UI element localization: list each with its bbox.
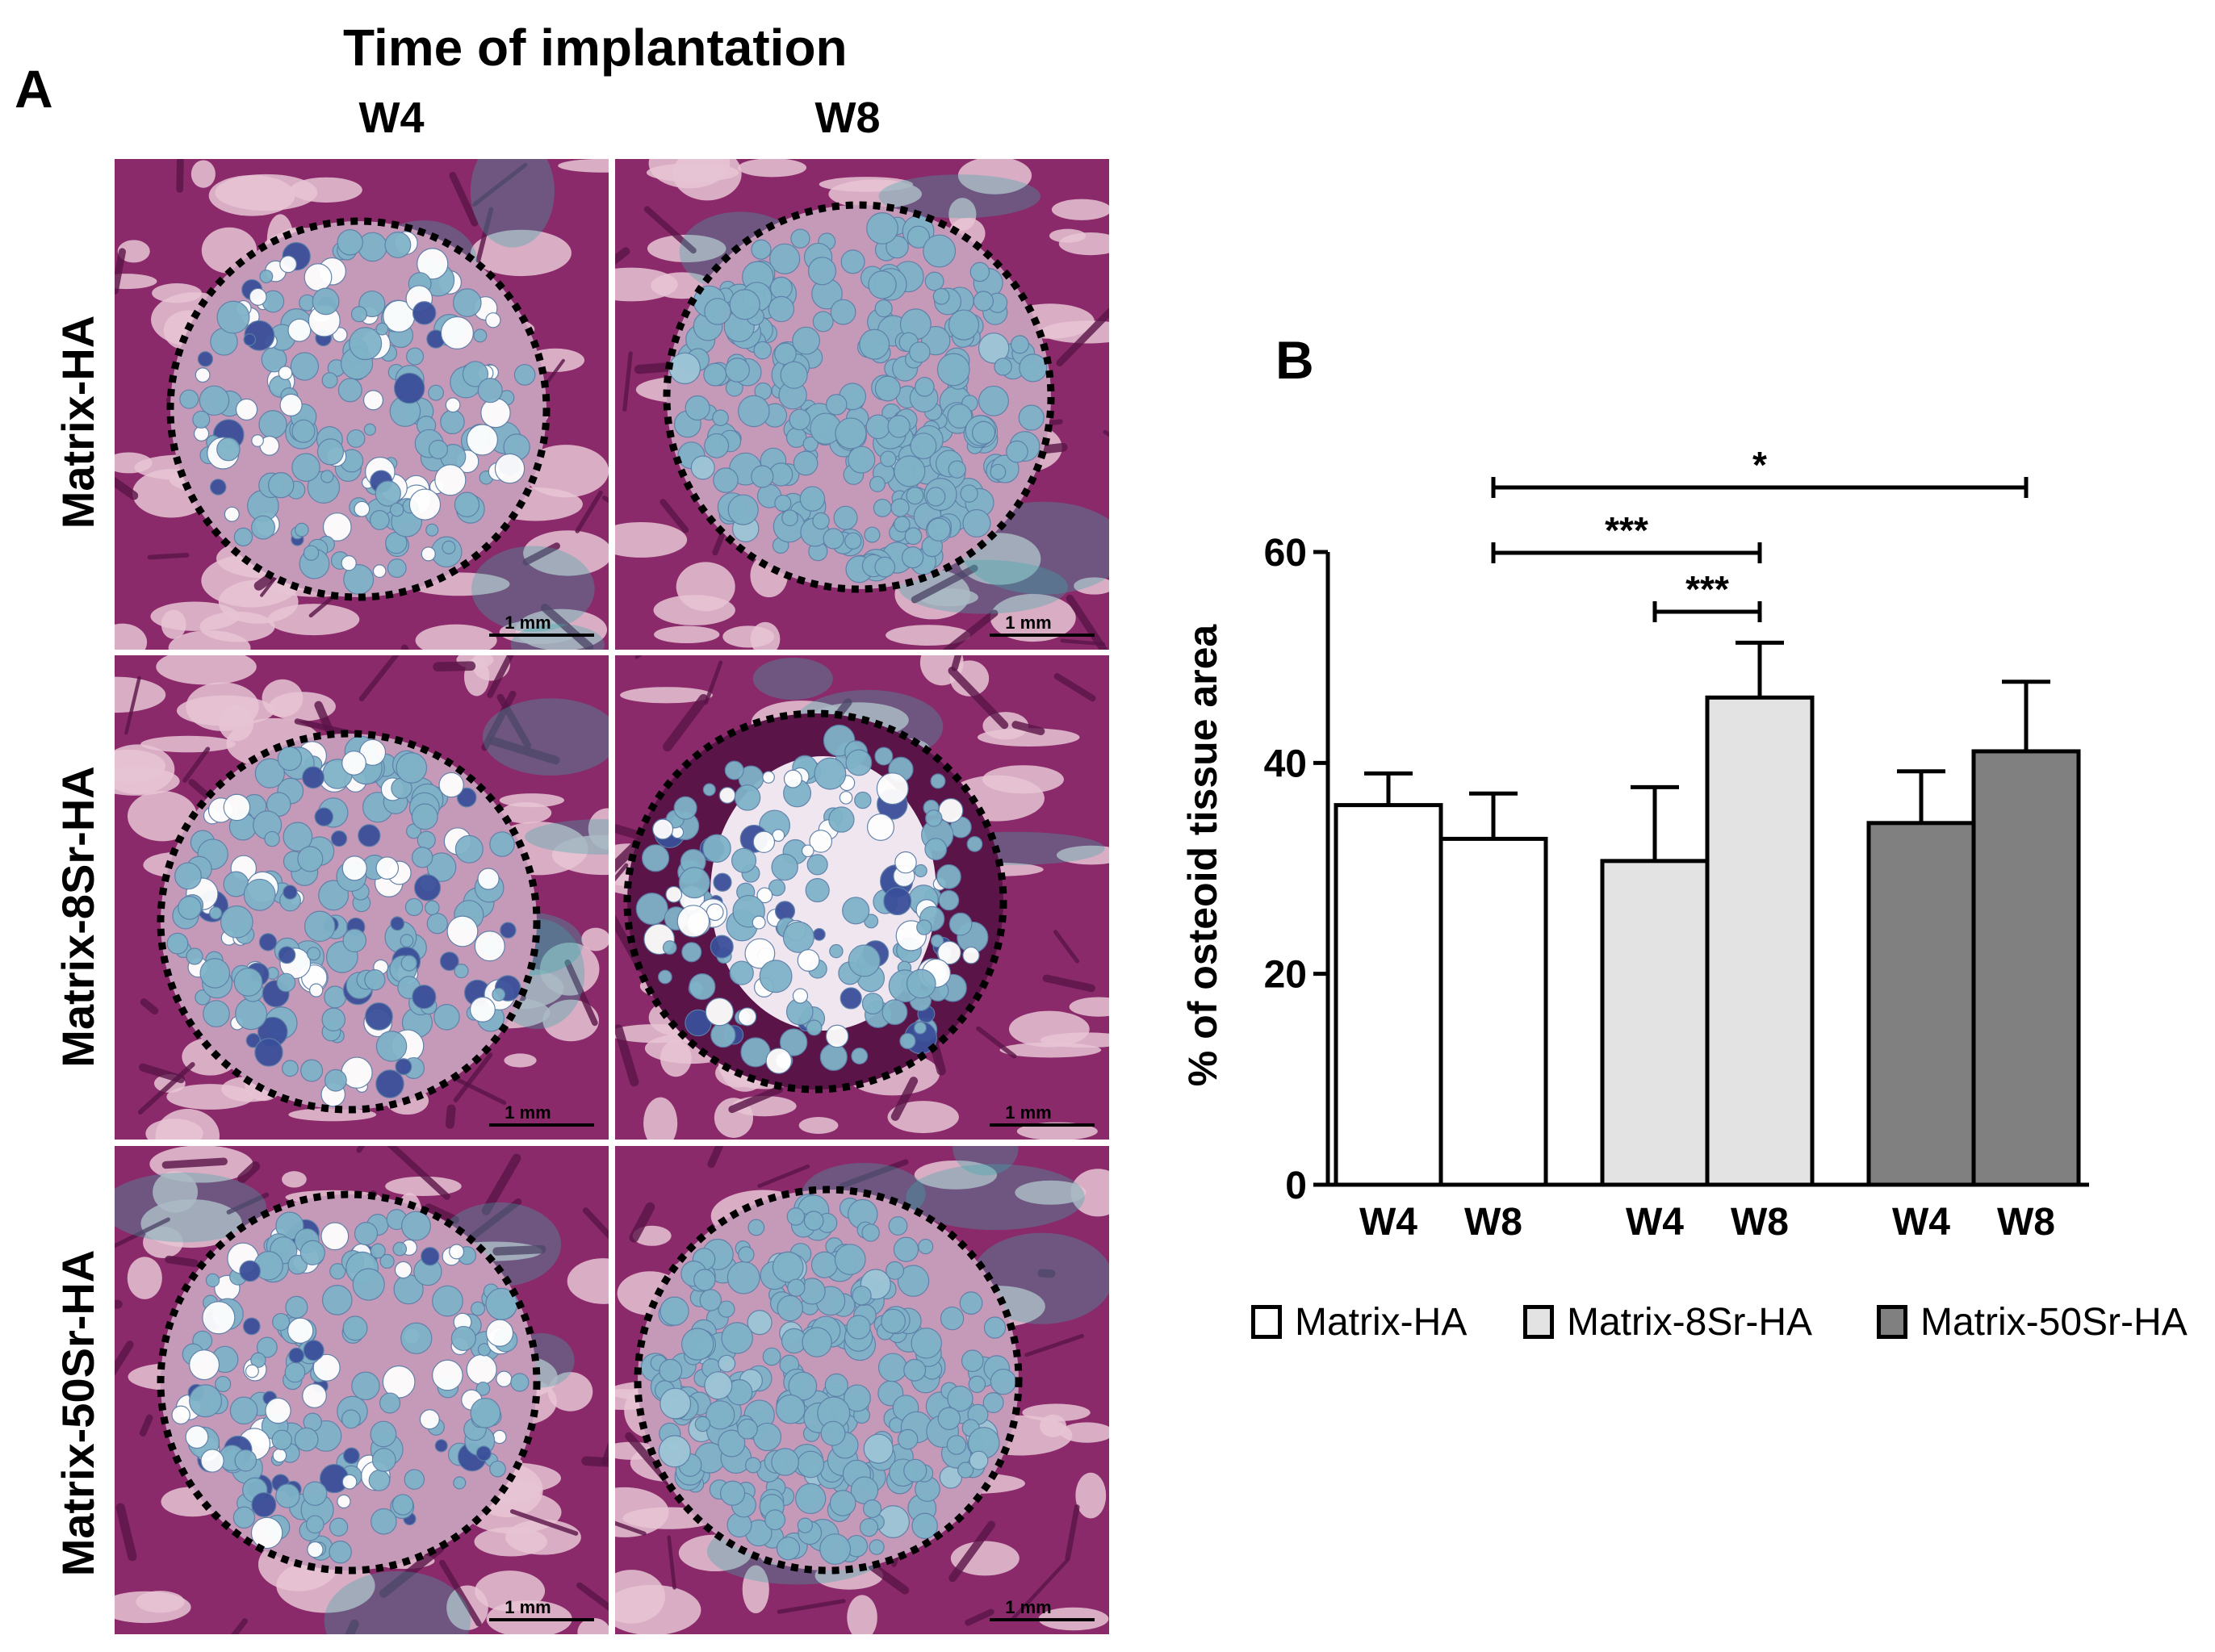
bar-chart-svg: % of osteoid tissue area 0 20 40 60 W4 W8 W4 W8… (1180, 444, 2089, 1244)
panel-b-letter: B (1275, 330, 1314, 390)
legend-label-matrix-8sr-ha: Matrix-8Sr-HA (1567, 1300, 1813, 1344)
panel-a-letter: A (15, 59, 53, 119)
micrograph-matrix-ha-w8: 1 mm (615, 159, 1109, 650)
row-label-matrix-8sr-ha: Matrix-8Sr-HA (52, 766, 103, 1068)
column-header-w4: W4 (358, 94, 425, 142)
bar-matrix-8sr-ha-w4 (1600, 859, 1710, 1187)
bar-matrix-ha-w4 (1334, 803, 1443, 1187)
legend-swatch-matrix-ha (1251, 1305, 1282, 1339)
significance-label: * (1752, 444, 1767, 486)
histology-image: 1 mm (115, 655, 609, 1140)
legend-swatch-matrix-50sr-ha (1877, 1305, 1907, 1339)
micrograph-matrix-50sr-ha-w4: 1 mm (115, 1146, 609, 1634)
legend-item-matrix-ha: Matrix-HA (1251, 1298, 1467, 1346)
bar-matrix-50sr-ha-w8 (1971, 749, 2081, 1187)
x-tick-label: W8 (1731, 1201, 1789, 1244)
bar-chart: % of osteoid tissue area 0 20 40 60 W4 W8 W4 W8… (1162, 436, 2131, 1259)
x-tick-label: W8 (1997, 1201, 2055, 1244)
y-tick-label: 0 (1285, 1165, 1307, 1207)
scale-bar-label: 1 mm (505, 1102, 551, 1123)
histology-image: 1 mm (615, 159, 1109, 650)
legend-item-matrix-8sr-ha: Matrix-8Sr-HA (1523, 1298, 1812, 1346)
significance-bracket: *** (1491, 509, 1762, 563)
scale-bar-label: 1 mm (1005, 1102, 1051, 1123)
x-tick-label: W8 (1464, 1201, 1522, 1244)
histology-image: 1 mm (615, 1146, 1109, 1634)
micrograph-matrix-8sr-ha-w8: 1 mm (615, 655, 1109, 1140)
bar-matrix-50sr-ha-w4 (1866, 821, 1976, 1187)
scale-bar-label: 1 mm (505, 1597, 551, 1617)
y-tick-label: 60 (1264, 532, 1307, 575)
panel-a-title: Time of implantation (343, 19, 848, 77)
bar-matrix-ha-w8 (1438, 836, 1548, 1187)
x-tick-label: W4 (1892, 1201, 1950, 1244)
row-label-matrix-ha: Matrix-HA (52, 315, 103, 529)
scale-bar-label: 1 mm (505, 613, 551, 633)
legend-label-matrix-ha: Matrix-HA (1295, 1300, 1468, 1344)
significance-bracket: *** (1652, 568, 1762, 622)
micrograph-matrix-50sr-ha-w8: 1 mm (615, 1146, 1109, 1634)
legend-label-matrix-50sr-ha: Matrix-50Sr-HA (1920, 1300, 2188, 1344)
bar-matrix-8sr-ha-w8 (1705, 695, 1815, 1187)
legend-swatch-matrix-8sr-ha (1523, 1305, 1554, 1339)
histology-image: 1 mm (115, 1146, 609, 1634)
scale-bar-label: 1 mm (1005, 613, 1051, 633)
significance-bracket: * (1491, 444, 2029, 498)
significance-label: *** (1605, 509, 1648, 551)
y-axis-label: % of osteoid tissue area (1180, 624, 1225, 1087)
row-label-matrix-50sr-ha: Matrix-50Sr-HA (52, 1249, 103, 1577)
y-tick-label: 20 (1264, 954, 1307, 997)
legend-item-matrix-50sr-ha: Matrix-50Sr-HA (1877, 1298, 2188, 1346)
column-header-w8: W8 (814, 94, 881, 142)
x-tick-label: W4 (1359, 1201, 1417, 1244)
histology-image: 1 mm (115, 159, 609, 650)
y-tick-label: 40 (1264, 742, 1307, 785)
x-tick-label: W4 (1626, 1201, 1684, 1244)
scale-bar-label: 1 mm (1005, 1597, 1051, 1617)
micrograph-matrix-8sr-ha-w4: 1 mm (115, 655, 609, 1140)
histology-image: 1 mm (615, 655, 1109, 1140)
significance-label: *** (1685, 568, 1729, 610)
micrograph-matrix-ha-w4: 1 mm (115, 159, 609, 650)
